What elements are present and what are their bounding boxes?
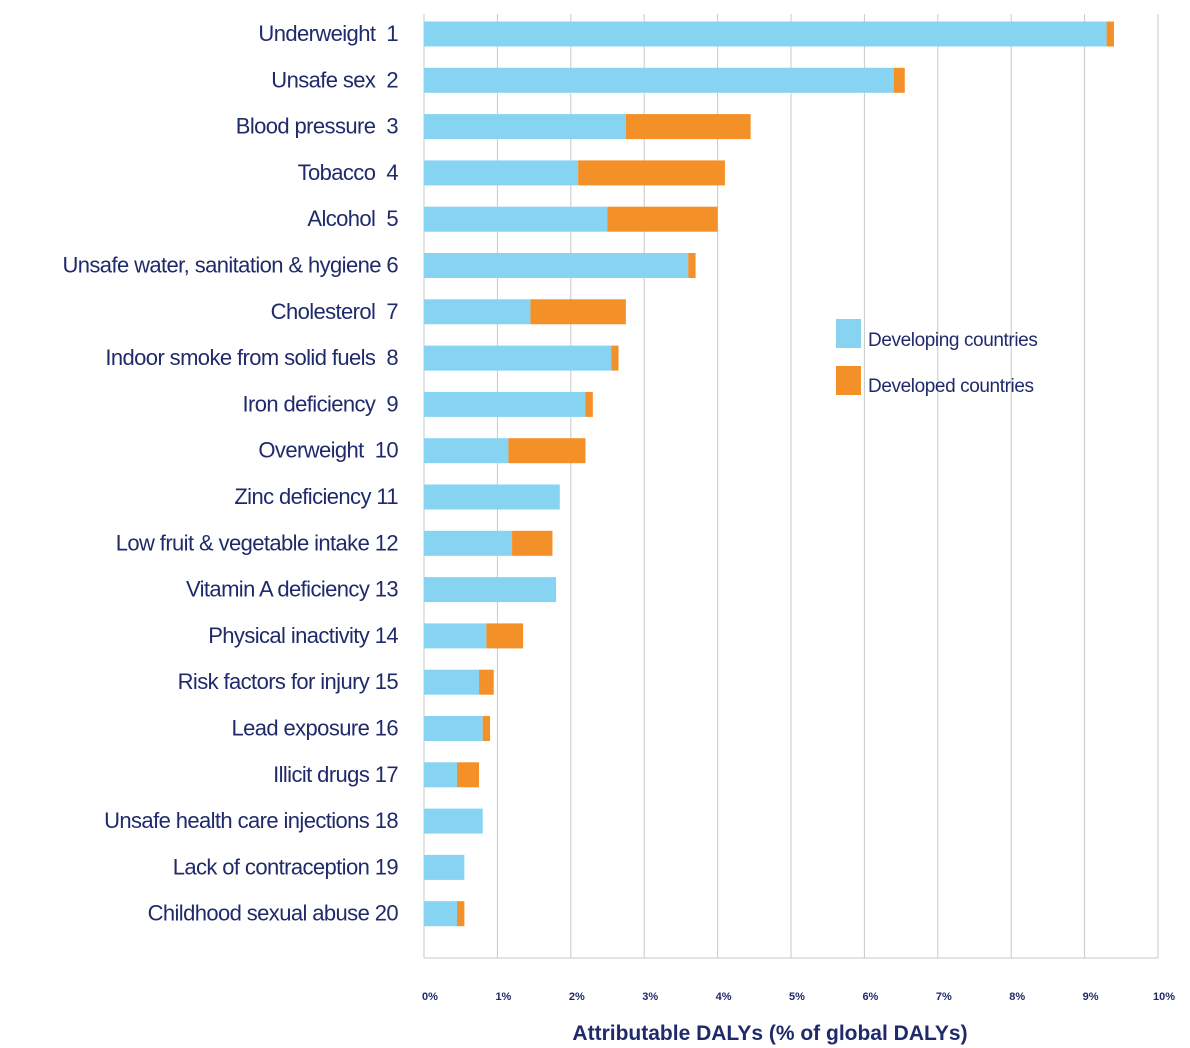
category-label: Blood pressure 3: [236, 114, 399, 139]
category-label: Tobacco 4: [298, 160, 399, 185]
x-tick-label: 4%: [716, 991, 732, 1003]
legend-swatch-developed: [836, 366, 861, 395]
bar-developing: [424, 114, 626, 140]
bar-developing: [424, 21, 1107, 47]
x-tick-label: 10%: [1153, 991, 1175, 1003]
bar-developed: [479, 669, 494, 695]
bar-developing: [424, 345, 612, 371]
bar-developing: [424, 762, 458, 788]
x-tick-label: 6%: [862, 991, 878, 1003]
bar-developing: [424, 206, 608, 232]
category-label: Risk factors for injury 15: [178, 669, 399, 694]
bar-developing: [424, 854, 465, 880]
bar-developing: [424, 530, 513, 556]
category-label: Iron deficiency 9: [242, 391, 398, 416]
x-tick-label: 8%: [1009, 991, 1025, 1003]
category-label: Unsafe water, sanitation & hygiene 6: [62, 253, 398, 278]
bar-developing: [424, 67, 894, 93]
bar-developing: [424, 716, 483, 741]
x-tick-labels: 0% 1% 2% 3% 4% 5% 6% 7% 8% 9% 10%: [422, 991, 1175, 1003]
category-label: Lead exposure 16: [231, 716, 398, 741]
bar-developing: [424, 484, 560, 510]
bar-developing: [424, 391, 586, 417]
bar-developed: [508, 438, 586, 464]
bar-developing: [424, 438, 509, 464]
category-label: Lack of contraception 19: [173, 854, 399, 879]
legend-label-developing: Developing countries: [868, 330, 1037, 351]
x-axis-title: Attributable DALYs (% of global DALYs): [572, 1022, 967, 1045]
bar-developing: [424, 299, 531, 325]
x-tick-label: 9%: [1083, 991, 1099, 1003]
bar-developed: [585, 391, 593, 417]
category-label: Vitamin A deficiency 13: [186, 577, 398, 602]
bar-developing: [424, 160, 579, 186]
category-label: Underweight 1: [258, 21, 398, 46]
category-label: Childhood sexual abuse 20: [148, 901, 399, 926]
x-tick-label: 5%: [789, 991, 805, 1003]
bar-developing: [424, 808, 483, 834]
category-label: Unsafe health care injections 18: [104, 808, 398, 833]
bar-developing: [424, 623, 487, 649]
x-tick-label: 3%: [642, 991, 658, 1003]
bar-developed: [611, 345, 619, 371]
category-label: Physical inactivity 14: [208, 623, 398, 648]
category-label: Zinc deficiency 11: [234, 484, 398, 509]
bar-developed: [625, 114, 751, 140]
bar-developed: [530, 299, 626, 325]
category-label: Cholesterol 7: [271, 299, 399, 324]
legend-swatch-developing: [836, 319, 861, 348]
bar-developed: [607, 206, 718, 232]
bar-developed: [457, 901, 465, 927]
legend: Developing countries Developed countries: [836, 319, 1038, 397]
category-label: Low fruit & vegetable intake 12: [116, 530, 399, 555]
bar-developing: [424, 669, 480, 695]
bar-developed: [482, 716, 491, 741]
category-label: Overweight 10: [258, 438, 398, 463]
bar-developed: [893, 67, 905, 93]
bar-developed: [578, 160, 725, 186]
bar-developing: [424, 577, 557, 603]
category-label: Indoor smoke from solid fuels 8: [105, 345, 398, 370]
legend-label-developed: Developed countries: [868, 376, 1034, 397]
category-label: Illicit drugs 17: [273, 762, 398, 787]
x-tick-label: 7%: [936, 991, 952, 1003]
x-tick-label: 2%: [569, 991, 585, 1003]
bar-developing: [424, 901, 458, 927]
category-label: Alcohol 5: [307, 206, 398, 231]
category-labels: Underweight 1 Unsafe sex 2 Blood pressure …: [62, 21, 398, 926]
bar-developed: [1106, 21, 1114, 47]
bar-developed: [512, 530, 553, 556]
x-tick-label: 1%: [495, 991, 511, 1003]
bar-developed: [486, 623, 524, 649]
bar-developed: [688, 253, 696, 278]
bars: [424, 21, 1114, 927]
bar-developing: [424, 253, 689, 278]
x-tick-label: 0%: [422, 991, 438, 1003]
bar-developed: [457, 762, 480, 788]
category-label: Unsafe sex 2: [271, 67, 398, 92]
